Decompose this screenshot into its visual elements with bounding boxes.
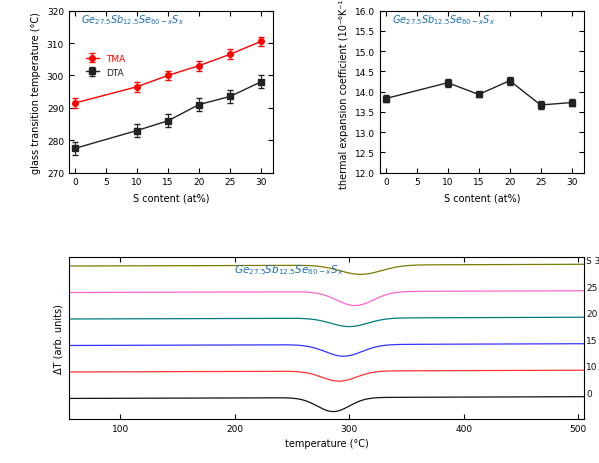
Y-axis label: ΔT (arb. units): ΔT (arb. units) bbox=[53, 303, 63, 373]
X-axis label: temperature (°C): temperature (°C) bbox=[285, 438, 368, 448]
Text: 15: 15 bbox=[586, 336, 598, 345]
X-axis label: S content (at%): S content (at%) bbox=[133, 193, 209, 203]
Text: 10: 10 bbox=[586, 363, 598, 371]
Text: 0: 0 bbox=[586, 389, 592, 398]
Text: 25: 25 bbox=[586, 283, 598, 292]
Text: Ge$_{27.5}$Sb$_{12.5}$Se$_{60-x}$S$_x$: Ge$_{27.5}$Sb$_{12.5}$Se$_{60-x}$S$_x$ bbox=[392, 13, 495, 27]
Text: S 30 at%: S 30 at% bbox=[586, 257, 599, 266]
Text: Ge$_{27.5}$Sb$_{12.5}$Se$_{60-x}$S$_x$: Ge$_{27.5}$Sb$_{12.5}$Se$_{60-x}$S$_x$ bbox=[81, 13, 184, 27]
Legend: TMA, DTA: TMA, DTA bbox=[86, 55, 126, 77]
Text: Ge$_{27.5}$Sb$_{12.5}$Se$_{60-x}$S$_x$: Ge$_{27.5}$Sb$_{12.5}$Se$_{60-x}$S$_x$ bbox=[234, 262, 343, 276]
X-axis label: S content (at%): S content (at%) bbox=[444, 193, 520, 203]
Y-axis label: glass transition temperature (°C): glass transition temperature (°C) bbox=[31, 12, 41, 173]
Text: 20: 20 bbox=[586, 310, 598, 319]
Y-axis label: thermal expansion coefficient (10⁻⁶K⁻¹): thermal expansion coefficient (10⁻⁶K⁻¹) bbox=[339, 0, 349, 189]
